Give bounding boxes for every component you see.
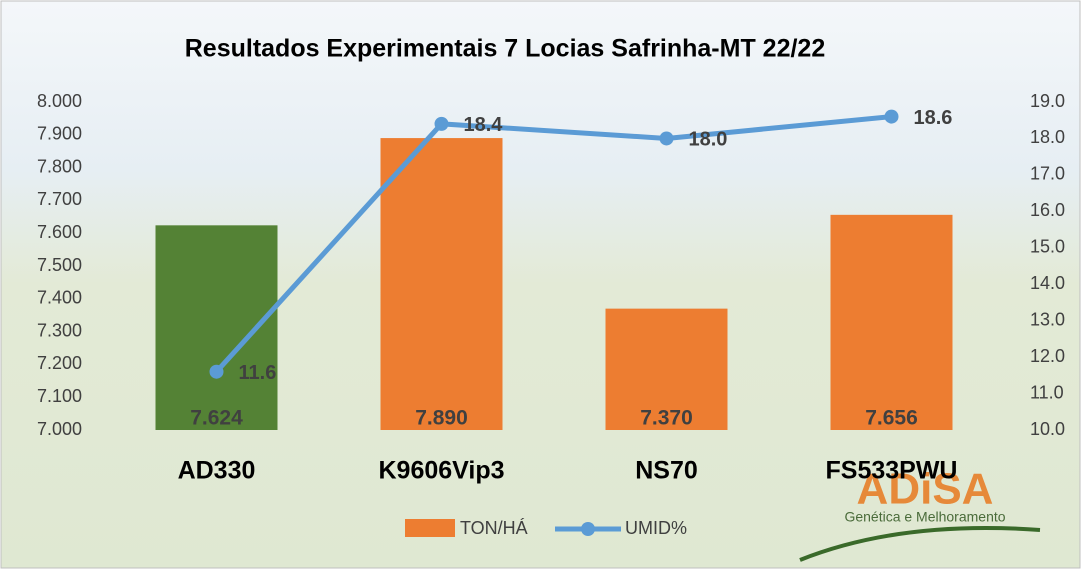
line-value-label: 18.4 [464, 114, 504, 136]
logo-swoosh [799, 526, 1041, 562]
x-tick-label: K9606Vip3 [378, 457, 504, 485]
y2-tick-label: 10.0 [1030, 419, 1065, 439]
y-tick-label: 7.200 [37, 353, 82, 373]
bar-value-label: 7.890 [415, 407, 468, 430]
bar [830, 214, 953, 430]
y2-tick-label: 11.0 [1030, 382, 1064, 402]
bar-value-label: 7.624 [190, 407, 243, 430]
y2-tick-label: 13.0 [1030, 309, 1065, 329]
bar [380, 138, 503, 430]
line-value-label: 11.6 [239, 362, 277, 384]
y-tick-label: 7.600 [37, 222, 82, 242]
y-tick-label: 7.400 [37, 288, 82, 308]
y2-tick-label: 18.0 [1030, 127, 1065, 147]
line-marker [209, 364, 224, 379]
line-value-label: 18.6 [914, 107, 953, 129]
y2-tick-label: 12.0 [1030, 346, 1065, 366]
y-tick-label: 7.700 [37, 189, 82, 209]
y-tick-label: 7.300 [37, 320, 82, 340]
line-marker [659, 131, 674, 146]
bar-value-label: 7.656 [865, 407, 918, 430]
y-tick-label: 7.000 [37, 419, 82, 439]
y2-tick-label: 15.0 [1030, 237, 1065, 257]
y2-tick-label: 14.0 [1030, 273, 1065, 293]
bar-value-label: 7.370 [640, 407, 693, 430]
x-tick-label: FS533PWU [826, 457, 958, 485]
x-tick-label: AD330 [178, 457, 256, 485]
y2-tick-label: 17.0 [1030, 164, 1065, 184]
legend-marker [581, 522, 595, 536]
legend-label: UMID% [625, 518, 687, 538]
x-tick-label: NS70 [635, 457, 698, 485]
y2-tick-label: 19.0 [1030, 91, 1065, 111]
logo-tagline: Genética e Melhoramento [844, 509, 1005, 525]
y-tick-label: 7.800 [37, 156, 82, 176]
y-tick-label: 7.100 [37, 386, 82, 406]
line-marker [884, 109, 899, 124]
y2-tick-label: 16.0 [1030, 200, 1065, 220]
legend-label: TON/HÁ [460, 518, 528, 538]
y-tick-label: 7.900 [37, 124, 82, 144]
bar [605, 308, 728, 430]
chart-title: Resultados Experimentais 7 Locias Safrin… [185, 35, 826, 63]
legend-swatch [405, 519, 455, 537]
line-marker [434, 116, 449, 131]
logo-name: ADiSA [857, 465, 994, 514]
y-tick-label: 8.000 [37, 91, 82, 111]
line-value-label: 18.0 [689, 129, 728, 151]
line [214, 114, 892, 374]
y-tick-label: 7.500 [37, 255, 82, 275]
